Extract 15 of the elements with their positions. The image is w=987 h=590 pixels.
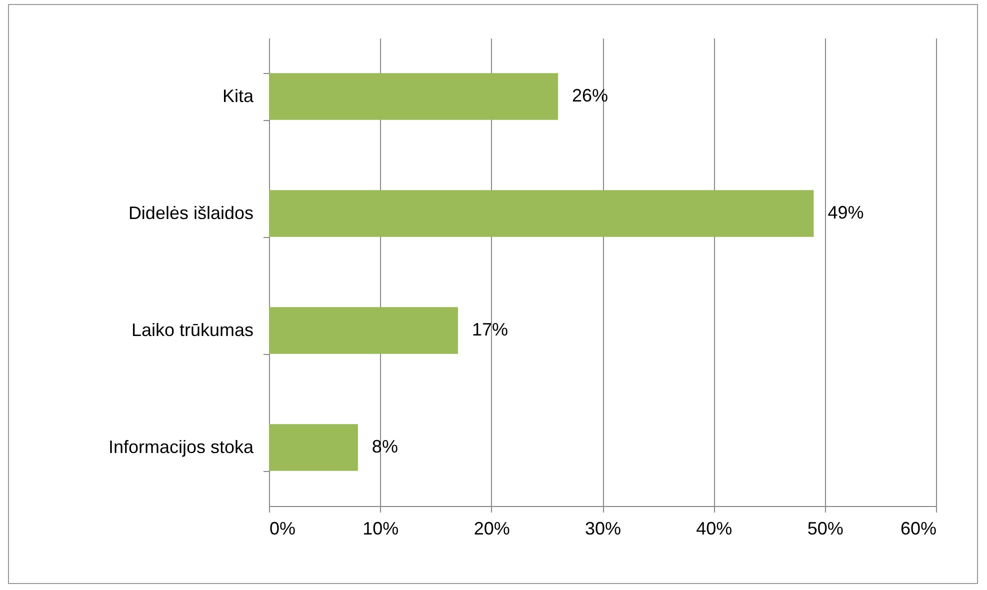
x-tick-label: 10%: [362, 518, 399, 538]
y-tick-label: Kita: [222, 86, 254, 106]
x-tick-label: 0%: [270, 518, 296, 538]
data-label: 26%: [572, 86, 608, 106]
x-tick-label: 20%: [474, 518, 510, 538]
x-tick-label: 30%: [584, 518, 622, 538]
data-label: 8%: [372, 436, 398, 456]
y-tick-label: Informacijos stoka: [108, 437, 254, 457]
y-tick-label: Laiko trūkumas: [131, 320, 254, 340]
x-tick-label: 60%: [900, 518, 936, 538]
data-label: 49%: [828, 202, 864, 222]
x-tick-label: 40%: [696, 518, 732, 538]
x-tick-label: 50%: [807, 518, 844, 538]
data-label: 17%: [472, 320, 508, 340]
y-tick-label: Didelės išlaidos: [128, 203, 254, 223]
